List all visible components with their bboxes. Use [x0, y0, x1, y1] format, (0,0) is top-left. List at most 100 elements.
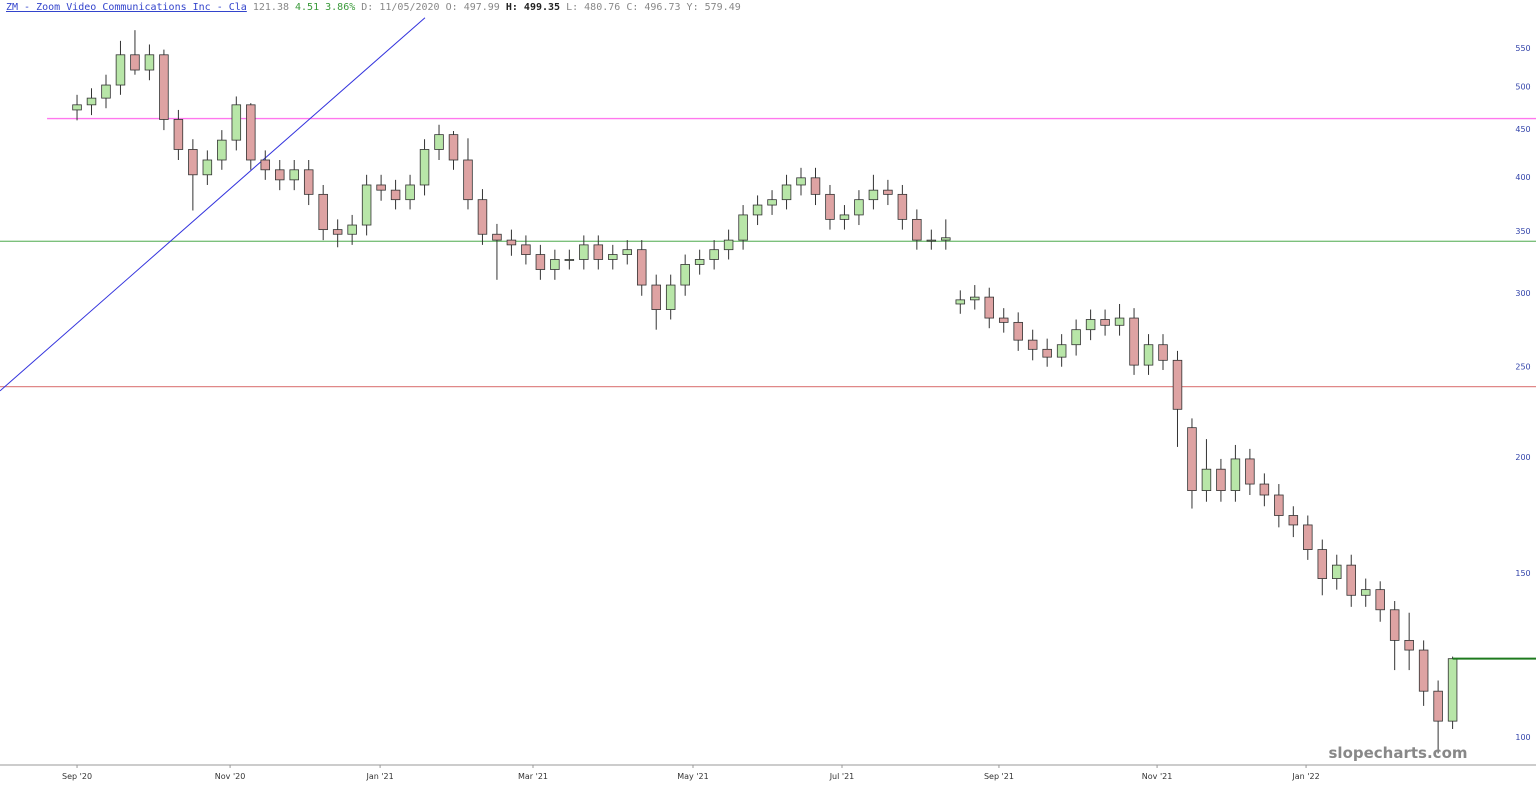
field-value: 496.73 [644, 2, 681, 13]
candle-body [202, 159, 213, 176]
last-price: 121.38 [252, 2, 289, 13]
candle-body [868, 189, 879, 201]
candle-body [86, 97, 97, 106]
candle-body [1346, 564, 1356, 596]
candle-body [361, 184, 372, 226]
x-tick-label: Sep '20 [62, 772, 92, 781]
candle-body [217, 139, 227, 161]
y-tick-label: 550 [1515, 44, 1530, 53]
y-tick-label: 400 [1515, 173, 1530, 182]
candle-body [434, 134, 444, 150]
x-tick-label: Jul '21 [829, 772, 855, 781]
candle-body [405, 184, 415, 201]
field-value: 579.49 [704, 2, 741, 13]
candle-body [477, 199, 488, 235]
candle-body [1085, 319, 1096, 331]
field-value: 497.99 [463, 2, 500, 13]
candle-body [1158, 344, 1168, 361]
candle-body [1447, 658, 1458, 722]
candle-body [738, 214, 748, 241]
candle-body [318, 193, 328, 231]
y-tick-label: 300 [1515, 289, 1530, 298]
candle-body [796, 177, 806, 186]
candle-body [376, 184, 386, 191]
x-tick-label: Sep '21 [984, 772, 1014, 781]
x-tick-label: Jan '21 [365, 772, 393, 781]
field-value: 480.76 [584, 2, 621, 13]
candle-body [651, 284, 661, 310]
candle-body [926, 239, 937, 242]
candle-body [390, 189, 401, 201]
candle-body [1187, 427, 1197, 491]
candle-body [941, 237, 951, 241]
candle-body [188, 149, 198, 176]
candle-body [998, 317, 1009, 323]
candle-body [448, 134, 459, 161]
candle-body [694, 259, 705, 265]
candle-body [101, 84, 111, 99]
field-label: L: [566, 2, 579, 13]
candle-body [1259, 483, 1270, 496]
candle-body [246, 104, 256, 161]
candle-body [1201, 468, 1212, 491]
candle-body [636, 249, 647, 286]
x-tick-label: Nov '21 [1142, 772, 1173, 781]
candle-body [1230, 458, 1241, 491]
candle-body [752, 204, 763, 216]
change: 4.51 [295, 2, 320, 13]
trendline [0, 17, 426, 392]
candle-body [709, 249, 719, 260]
candle-body [1404, 639, 1414, 651]
x-tick-label: Mar '21 [518, 772, 548, 781]
candle-body [810, 177, 821, 195]
y-tick-label: 150 [1515, 569, 1530, 578]
field-label: D: [361, 2, 374, 13]
candle-body [897, 193, 908, 220]
candle-body [1056, 344, 1067, 358]
candle-body [260, 159, 271, 171]
candle-body [1172, 359, 1183, 410]
candle-body [72, 104, 82, 111]
candle-body [593, 244, 604, 260]
quote-header: ZM - Zoom Video Communications Inc - Cla… [6, 2, 741, 13]
y-tick-label: 350 [1515, 227, 1530, 236]
candle-body [1245, 458, 1255, 485]
candle-body [984, 296, 994, 319]
candle-body [767, 199, 777, 206]
candle-body [506, 239, 517, 246]
field-label: Y: [686, 2, 699, 13]
candle-body [115, 54, 126, 86]
candle-body [564, 259, 575, 261]
candle-body [955, 299, 966, 305]
candle-body [723, 239, 734, 251]
candle-body [1114, 317, 1125, 326]
candle-body [680, 264, 690, 286]
x-tick-label: May '21 [677, 772, 708, 781]
candle-body [1071, 329, 1081, 346]
y-tick-label: 450 [1515, 125, 1530, 134]
candle-body [1027, 339, 1038, 350]
candle-body [854, 199, 864, 216]
candle-body [1143, 344, 1154, 366]
candle-body [173, 119, 184, 150]
change-pct: 3.86% [325, 2, 356, 13]
candle-body [521, 244, 531, 255]
candle-body [825, 193, 835, 220]
candle-body [1360, 589, 1371, 596]
candle-body [1274, 494, 1284, 516]
candle-body [419, 149, 430, 186]
candle-body [463, 159, 473, 201]
symbol-link[interactable]: ZM - Zoom Video Communications Inc - Cla [6, 2, 247, 13]
field-label: C: [626, 2, 639, 13]
candle-body [622, 249, 633, 255]
candle-body [1042, 348, 1052, 358]
field-label: H: [505, 2, 518, 13]
y-tick-label: 200 [1515, 453, 1530, 462]
candle-body [1418, 649, 1429, 692]
candle-body [144, 54, 155, 71]
field-value: 11/05/2020 [379, 2, 440, 13]
candle-body [1332, 564, 1342, 579]
field-value: 499.35 [523, 2, 561, 13]
candle-body [492, 233, 502, 241]
